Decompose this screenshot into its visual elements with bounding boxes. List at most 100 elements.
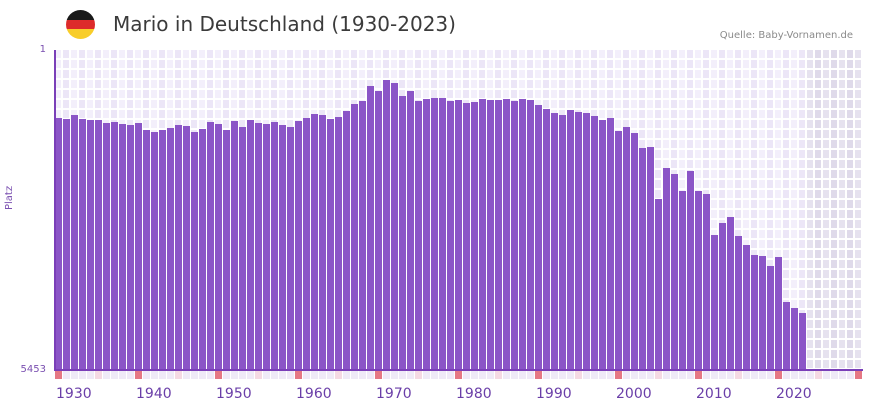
- source-link[interactable]: Quelle: Baby-Vornamen.de: [719, 30, 853, 41]
- bar-1975[interactable]: [415, 101, 422, 370]
- bar-1965[interactable]: [335, 117, 342, 370]
- bar-2009[interactable]: [687, 171, 694, 370]
- bar-1968[interactable]: [359, 101, 366, 370]
- bar-1980[interactable]: [455, 100, 462, 370]
- bar-1979[interactable]: [447, 101, 454, 370]
- bar-2012[interactable]: [711, 235, 718, 370]
- bar-1937[interactable]: [111, 122, 118, 370]
- bar-1981[interactable]: [463, 103, 470, 370]
- bar-1992[interactable]: [551, 113, 558, 370]
- grid-cell: [855, 100, 861, 108]
- bar-2006[interactable]: [663, 168, 670, 370]
- bar-1966[interactable]: [343, 111, 350, 370]
- grid-cell: [183, 90, 189, 98]
- bar-1954[interactable]: [247, 120, 254, 370]
- bar-1935[interactable]: [95, 120, 102, 370]
- bar-1964[interactable]: [327, 119, 334, 370]
- bar-1997[interactable]: [591, 116, 598, 370]
- bar-1955[interactable]: [255, 123, 262, 370]
- bar-2001[interactable]: [623, 127, 630, 370]
- bar-2003[interactable]: [639, 148, 646, 370]
- bar-1960[interactable]: [295, 121, 302, 370]
- bar-1934[interactable]: [87, 120, 94, 370]
- bar-2004[interactable]: [647, 147, 654, 370]
- bar-2019[interactable]: [767, 266, 774, 370]
- bar-1936[interactable]: [103, 123, 110, 370]
- bar-1962[interactable]: [311, 114, 318, 370]
- grid-cell: [727, 180, 733, 188]
- bar-1957[interactable]: [271, 122, 278, 370]
- bar-1995[interactable]: [575, 112, 582, 370]
- bar-1986[interactable]: [503, 99, 510, 370]
- bar-1933[interactable]: [79, 119, 86, 370]
- bar-2015[interactable]: [735, 236, 742, 370]
- bar-1930[interactable]: [55, 118, 62, 370]
- bar-1972[interactable]: [391, 83, 398, 370]
- grid-cell: [655, 80, 661, 88]
- bar-1949[interactable]: [207, 122, 214, 370]
- bar-2002[interactable]: [631, 133, 638, 370]
- bar-2005[interactable]: [655, 199, 662, 370]
- bar-1999[interactable]: [607, 118, 614, 370]
- bar-1963[interactable]: [319, 115, 326, 370]
- bar-1950[interactable]: [215, 124, 222, 370]
- bar-1978[interactable]: [439, 98, 446, 370]
- bar-1970[interactable]: [375, 91, 382, 370]
- bar-2022[interactable]: [791, 308, 798, 370]
- bar-1941[interactable]: [143, 130, 150, 370]
- grid-cell: [807, 300, 813, 308]
- bar-2007[interactable]: [671, 174, 678, 370]
- bar-1951[interactable]: [223, 130, 230, 370]
- bar-1944[interactable]: [167, 128, 174, 370]
- bar-2021[interactable]: [783, 302, 790, 370]
- bar-1993[interactable]: [559, 115, 566, 370]
- bar-1998[interactable]: [599, 120, 606, 370]
- bar-1971[interactable]: [383, 80, 390, 370]
- bar-2000[interactable]: [615, 131, 622, 370]
- bar-1983[interactable]: [479, 99, 486, 370]
- bar-2020[interactable]: [775, 257, 782, 370]
- bar-1938[interactable]: [119, 124, 126, 370]
- bar-1996[interactable]: [583, 113, 590, 370]
- bar-1947[interactable]: [191, 132, 198, 370]
- bar-2023[interactable]: [799, 313, 806, 370]
- bar-1987[interactable]: [511, 101, 518, 370]
- bar-1940[interactable]: [135, 123, 142, 370]
- bar-1989[interactable]: [527, 100, 534, 370]
- bar-1969[interactable]: [367, 86, 374, 370]
- bar-1953[interactable]: [239, 127, 246, 370]
- bar-2010[interactable]: [695, 190, 702, 370]
- bar-1956[interactable]: [263, 124, 270, 370]
- bar-1974[interactable]: [407, 91, 414, 370]
- bar-1982[interactable]: [471, 102, 478, 370]
- bar-2014[interactable]: [727, 217, 734, 370]
- bar-1942[interactable]: [151, 132, 158, 370]
- bar-2008[interactable]: [679, 190, 686, 370]
- bar-2017[interactable]: [751, 255, 758, 370]
- bar-1948[interactable]: [199, 129, 206, 370]
- bar-1990[interactable]: [535, 105, 542, 370]
- bar-1939[interactable]: [127, 125, 134, 370]
- bar-1991[interactable]: [543, 109, 550, 370]
- bar-1959[interactable]: [287, 127, 294, 370]
- bar-1988[interactable]: [519, 99, 526, 370]
- bar-1985[interactable]: [495, 100, 502, 370]
- bar-1958[interactable]: [279, 125, 286, 370]
- bar-2013[interactable]: [719, 223, 726, 370]
- bar-1932[interactable]: [71, 115, 78, 370]
- bar-1943[interactable]: [159, 130, 166, 370]
- bar-1984[interactable]: [487, 100, 494, 370]
- bar-1946[interactable]: [183, 126, 190, 370]
- bar-2016[interactable]: [743, 245, 750, 370]
- bar-1994[interactable]: [567, 110, 574, 370]
- bar-1976[interactable]: [423, 99, 430, 370]
- bar-1973[interactable]: [399, 96, 406, 370]
- bar-1977[interactable]: [431, 98, 438, 370]
- bar-2018[interactable]: [759, 256, 766, 370]
- bar-1931[interactable]: [63, 119, 70, 370]
- bar-2011[interactable]: [703, 193, 710, 370]
- bar-1967[interactable]: [351, 104, 358, 370]
- bar-1961[interactable]: [303, 118, 310, 370]
- bar-1945[interactable]: [175, 125, 182, 370]
- bar-1952[interactable]: [231, 121, 238, 370]
